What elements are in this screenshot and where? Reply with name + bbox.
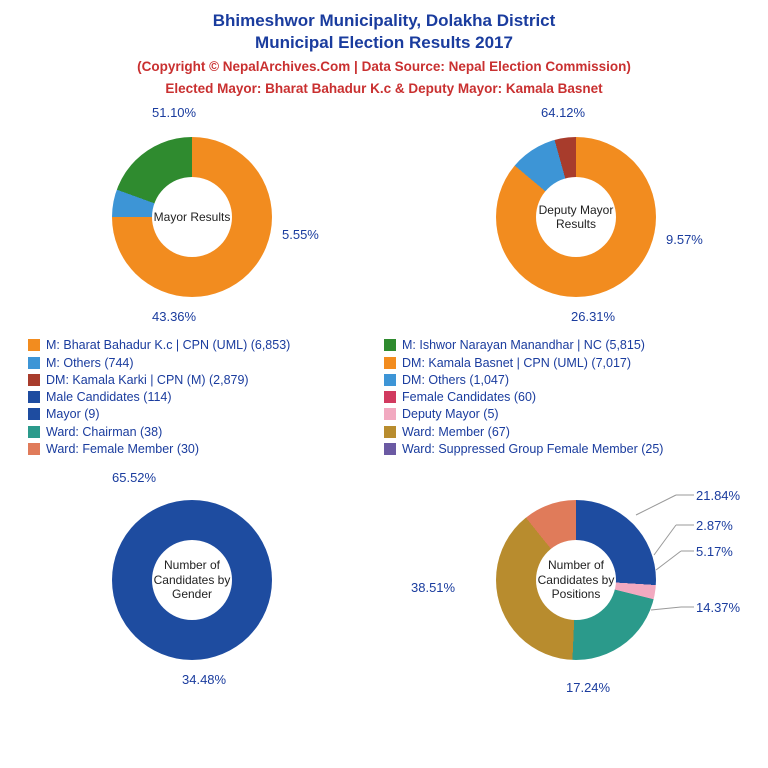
- legend-swatch: [28, 374, 40, 386]
- title-line1: Bhimeshwor Municipality, Dolakha Distric…: [0, 10, 768, 32]
- legend-label: Ward: Female Member (30): [46, 441, 384, 457]
- charts-row-2: Number of Candidates by Gender 65.52% 34…: [0, 460, 768, 700]
- positions-chart: Number of Candidates by Positions 21.84%…: [396, 460, 756, 700]
- positions-pct-0: 21.84%: [696, 488, 740, 503]
- legend-swatch: [384, 391, 396, 403]
- legend-swatch: [384, 374, 396, 386]
- positions-pct-1: 2.87%: [696, 518, 733, 533]
- legend-item: Ward: Female Member (30): [28, 441, 384, 457]
- title-block: Bhimeshwor Municipality, Dolakha Distric…: [0, 0, 768, 97]
- mayor-center-label: Mayor Results: [152, 177, 232, 257]
- deputy-center-label: Deputy Mayor Results: [536, 177, 616, 257]
- deputy-pct-2: 26.31%: [571, 309, 615, 324]
- legend-item: M: Bharat Bahadur K.c | CPN (UML) (6,853…: [28, 337, 384, 353]
- legend-label: Female Candidates (60): [402, 389, 740, 405]
- legend-item: DM: Kamala Basnet | CPN (UML) (7,017): [384, 355, 740, 371]
- legend: M: Bharat Bahadur K.c | CPN (UML) (6,853…: [0, 337, 768, 458]
- legend-swatch: [384, 339, 396, 351]
- legend-label: Ward: Member (67): [402, 424, 740, 440]
- deputy-pct-0: 64.12%: [541, 105, 585, 120]
- legend-label: M: Bharat Bahadur K.c | CPN (UML) (6,853…: [46, 337, 384, 353]
- legend-item: M: Ishwor Narayan Manandhar | NC (5,815): [384, 337, 740, 353]
- legend-item: Mayor (9): [28, 406, 384, 422]
- legend-label: DM: Others (1,047): [402, 372, 740, 388]
- mayor-pct-1: 5.55%: [282, 227, 319, 242]
- gender-center-label: Number of Candidates by Gender: [152, 540, 232, 620]
- legend-label: M: Ishwor Narayan Manandhar | NC (5,815): [402, 337, 740, 353]
- title-line2: Municipal Election Results 2017: [0, 32, 768, 54]
- legend-item: Ward: Suppressed Group Female Member (25…: [384, 441, 740, 457]
- positions-pct-4: 17.24%: [566, 680, 610, 695]
- charts-row-1: Mayor Results 51.10% 5.55% 43.36% Deputy…: [0, 97, 768, 337]
- subtitle-line1: (Copyright © NepalArchives.Com | Data So…: [0, 58, 768, 76]
- legend-item: Ward: Member (67): [384, 424, 740, 440]
- legend-label: DM: Kamala Karki | CPN (M) (2,879): [46, 372, 384, 388]
- legend-label: Mayor (9): [46, 406, 384, 422]
- gender-pct-1: 34.48%: [182, 672, 226, 687]
- legend-swatch: [28, 391, 40, 403]
- legend-label: DM: Kamala Basnet | CPN (UML) (7,017): [402, 355, 740, 371]
- legend-label: Ward: Suppressed Group Female Member (25…: [402, 441, 740, 457]
- chart-container: Bhimeshwor Municipality, Dolakha Distric…: [0, 0, 768, 768]
- mayor-pct-0: 51.10%: [152, 105, 196, 120]
- gender-chart: Number of Candidates by Gender 65.52% 34…: [12, 460, 372, 700]
- positions-pct-3: 14.37%: [696, 600, 740, 615]
- mayor-pct-2: 43.36%: [152, 309, 196, 324]
- legend-item: DM: Kamala Karki | CPN (M) (2,879): [28, 372, 384, 388]
- deputy-pct-1: 9.57%: [666, 232, 703, 247]
- legend-item: Female Candidates (60): [384, 389, 740, 405]
- legend-swatch: [384, 357, 396, 369]
- positions-center-label: Number of Candidates by Positions: [536, 540, 616, 620]
- mayor-chart: Mayor Results 51.10% 5.55% 43.36%: [12, 97, 372, 337]
- legend-swatch: [384, 443, 396, 455]
- legend-item: Ward: Chairman (38): [28, 424, 384, 440]
- legend-label: Ward: Chairman (38): [46, 424, 384, 440]
- legend-label: Male Candidates (114): [46, 389, 384, 405]
- legend-item: M: Others (744): [28, 355, 384, 371]
- legend-swatch: [28, 443, 40, 455]
- deputy-chart: Deputy Mayor Results 64.12% 9.57% 26.31%: [396, 97, 756, 337]
- legend-label: Deputy Mayor (5): [402, 406, 740, 422]
- gender-pct-0: 65.52%: [112, 470, 156, 485]
- legend-swatch: [384, 408, 396, 420]
- legend-swatch: [384, 426, 396, 438]
- positions-pct-2: 5.17%: [696, 544, 733, 559]
- legend-item: Deputy Mayor (5): [384, 406, 740, 422]
- legend-swatch: [28, 339, 40, 351]
- legend-swatch: [28, 426, 40, 438]
- legend-swatch: [28, 408, 40, 420]
- positions-pct-5: 38.51%: [411, 580, 455, 595]
- legend-item: Male Candidates (114): [28, 389, 384, 405]
- subtitle-line2: Elected Mayor: Bharat Bahadur K.c & Depu…: [0, 80, 768, 98]
- legend-label: M: Others (744): [46, 355, 384, 371]
- legend-item: DM: Others (1,047): [384, 372, 740, 388]
- legend-swatch: [28, 357, 40, 369]
